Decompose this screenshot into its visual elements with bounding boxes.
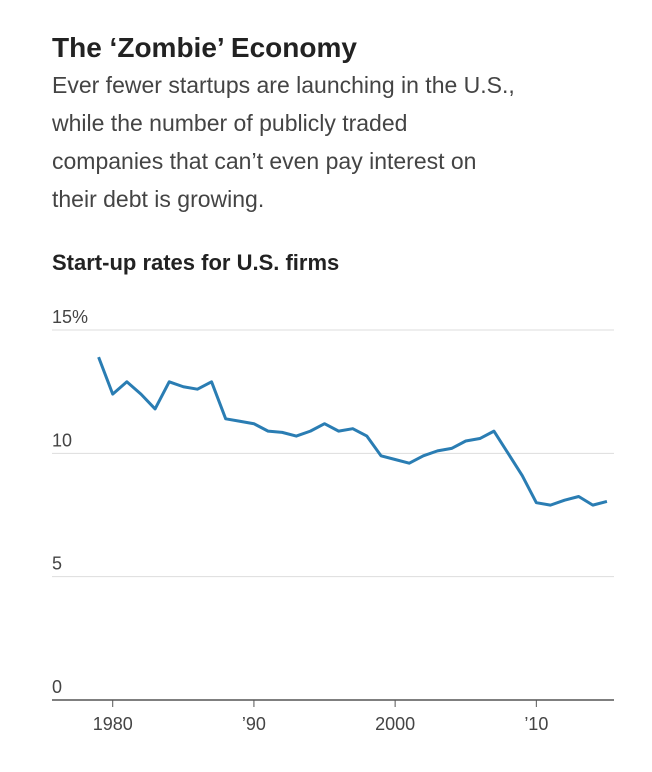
y-tick-label: 0 [52, 677, 62, 697]
x-tick-label: ’90 [242, 714, 266, 734]
description: their debt is growing. [52, 186, 264, 212]
description: companies that can’t even pay interest o… [52, 148, 476, 174]
data-line [97, 356, 608, 507]
chart-subtitle: Start-up rates for U.S. firms [52, 250, 339, 275]
description: while the number of publicly traded [51, 110, 407, 136]
y-tick-label: 10 [52, 430, 72, 450]
chart-title: The ‘Zombie’ Economy [52, 32, 357, 63]
x-tick-label: ’10 [524, 714, 548, 734]
description: Ever fewer startups are launching in the… [52, 72, 515, 98]
y-tick-label: 15% [52, 307, 88, 327]
y-tick-label: 5 [52, 554, 62, 574]
x-tick-label: 1980 [93, 714, 133, 734]
x-tick-label: 2000 [375, 714, 415, 734]
